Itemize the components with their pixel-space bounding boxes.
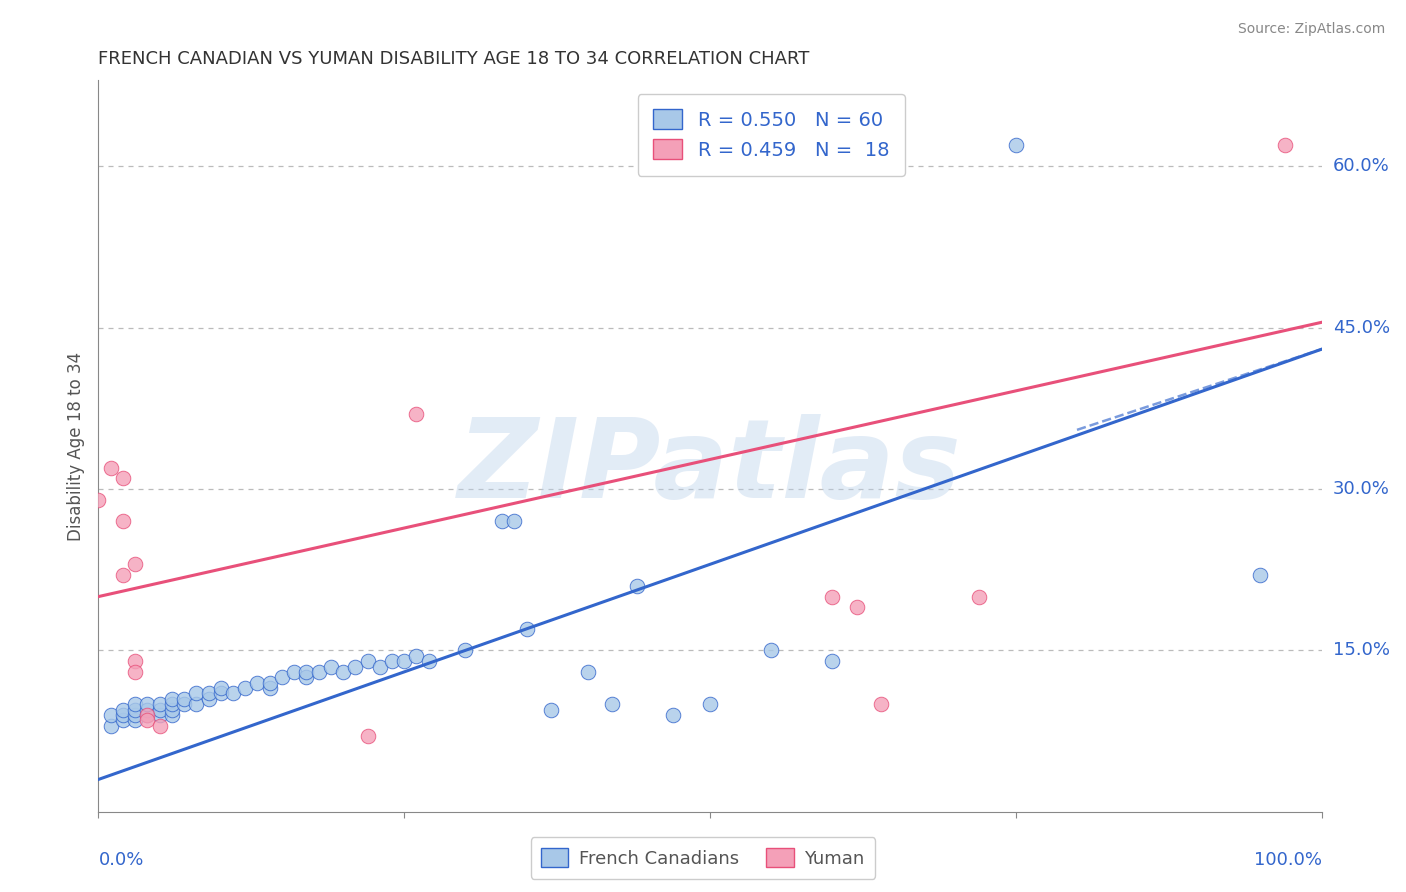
Point <box>405 407 427 421</box>
Point <box>136 707 159 722</box>
Point <box>111 514 134 528</box>
Point <box>1249 568 1271 582</box>
Point <box>173 691 195 706</box>
Point <box>761 643 783 657</box>
Point <box>124 697 146 711</box>
Point <box>124 714 146 728</box>
Point <box>295 665 318 679</box>
Point <box>283 665 305 679</box>
Point <box>124 558 146 572</box>
Point <box>295 670 318 684</box>
Point <box>454 643 477 657</box>
Point <box>246 675 269 690</box>
Point <box>626 579 648 593</box>
Point <box>111 707 134 722</box>
Point <box>160 691 183 706</box>
Point <box>540 702 562 716</box>
Point <box>405 648 427 663</box>
Legend: French Canadians, Yuman: French Canadians, Yuman <box>530 838 876 879</box>
Point <box>111 471 134 485</box>
Text: 60.0%: 60.0% <box>1333 157 1389 176</box>
Point <box>186 697 208 711</box>
Point <box>124 702 146 716</box>
Point <box>136 707 159 722</box>
Legend: R = 0.550   N = 60, R = 0.459   N =  18: R = 0.550 N = 60, R = 0.459 N = 18 <box>637 94 905 176</box>
Text: 100.0%: 100.0% <box>1254 851 1322 869</box>
Point <box>368 659 391 673</box>
Point <box>160 707 183 722</box>
Point <box>197 691 219 706</box>
Text: 30.0%: 30.0% <box>1333 480 1389 498</box>
Point <box>332 665 354 679</box>
Point <box>124 707 146 722</box>
Point <box>173 697 195 711</box>
Point <box>600 697 623 711</box>
Point <box>111 568 134 582</box>
Text: 45.0%: 45.0% <box>1333 318 1391 336</box>
Point <box>136 697 159 711</box>
Text: 15.0%: 15.0% <box>1333 641 1389 659</box>
Point <box>149 707 172 722</box>
Point <box>870 697 893 711</box>
Point <box>197 686 219 700</box>
Point <box>186 686 208 700</box>
Point <box>111 702 134 716</box>
Point <box>149 719 172 733</box>
Text: FRENCH CANADIAN VS YUMAN DISABILITY AGE 18 TO 34 CORRELATION CHART: FRENCH CANADIAN VS YUMAN DISABILITY AGE … <box>98 50 810 68</box>
Point <box>259 681 281 695</box>
Point <box>515 622 537 636</box>
Point <box>344 659 367 673</box>
Point <box>319 659 342 673</box>
Text: Source: ZipAtlas.com: Source: ZipAtlas.com <box>1237 22 1385 37</box>
Y-axis label: Disability Age 18 to 34: Disability Age 18 to 34 <box>66 351 84 541</box>
Point <box>87 492 110 507</box>
Point <box>136 714 159 728</box>
Point <box>222 686 245 700</box>
Point <box>160 702 183 716</box>
Point <box>418 654 440 668</box>
Point <box>356 654 378 668</box>
Point <box>308 665 330 679</box>
Point <box>209 681 232 695</box>
Point <box>111 714 134 728</box>
Point <box>136 702 159 716</box>
Point <box>381 654 404 668</box>
Point <box>259 675 281 690</box>
Point <box>392 654 416 668</box>
Point <box>124 665 146 679</box>
Point <box>100 707 122 722</box>
Point <box>100 460 122 475</box>
Point <box>233 681 256 695</box>
Point <box>699 697 721 711</box>
Point <box>149 702 172 716</box>
Point <box>662 707 685 722</box>
Point <box>100 719 122 733</box>
Point <box>821 654 844 668</box>
Point <box>967 590 990 604</box>
Point <box>821 590 844 604</box>
Point <box>845 600 868 615</box>
Point <box>1004 137 1026 152</box>
Point <box>491 514 513 528</box>
Point <box>356 730 378 744</box>
Text: 0.0%: 0.0% <box>98 851 143 869</box>
Point <box>270 670 294 684</box>
Point <box>124 654 146 668</box>
Point <box>209 686 232 700</box>
Point <box>149 697 172 711</box>
Point <box>160 697 183 711</box>
Text: ZIPatlas: ZIPatlas <box>458 415 962 522</box>
Point <box>503 514 526 528</box>
Point <box>576 665 599 679</box>
Point <box>1274 137 1296 152</box>
